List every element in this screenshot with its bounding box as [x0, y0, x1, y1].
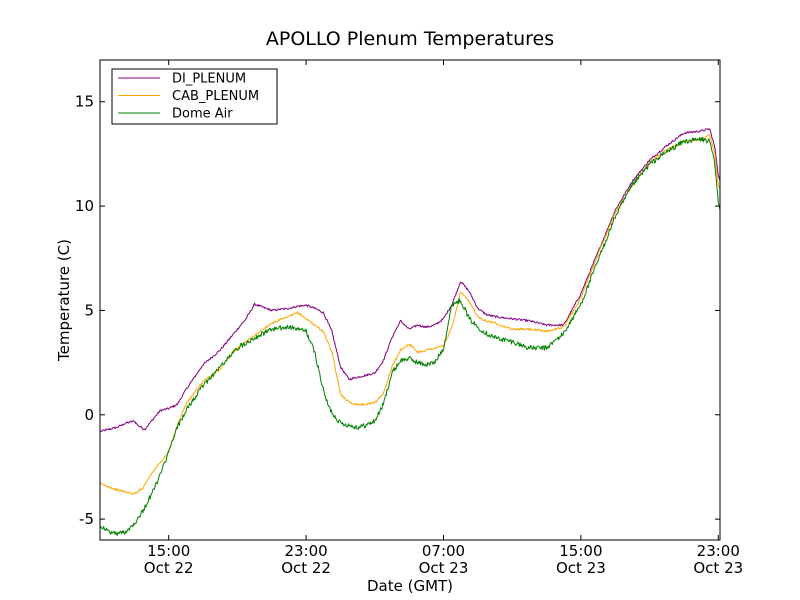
- plot-frame: [99, 59, 721, 541]
- x-tick-label-time: 23:00: [284, 542, 327, 560]
- x-tick-label-date: Oct 23: [419, 559, 469, 577]
- series-line-di-plenum: [99, 128, 721, 433]
- y-tick-label: 0: [84, 406, 94, 424]
- legend: DI_PLENUM CAB_PLENUM Dome Air: [111, 68, 278, 125]
- series-line-dome-air: [99, 137, 721, 537]
- y-tick-label: -5: [79, 510, 94, 528]
- x-tick-label-date: Oct 22: [144, 559, 194, 577]
- chart-title: APOLLO Plenum Temperatures: [266, 28, 554, 50]
- x-tick-label-time: 15:00: [147, 542, 190, 560]
- x-tick-label-date: Oct 23: [556, 559, 606, 577]
- x-tick-label-time: 07:00: [422, 542, 465, 560]
- x-tick-label-date: Oct 22: [281, 559, 331, 577]
- legend-label: CAB_PLENUM: [172, 89, 259, 104]
- x-tick-label-date: Oct 23: [693, 559, 743, 577]
- y-tick-label: 5: [84, 301, 94, 319]
- x-axis-label: Date (GMT): [367, 577, 453, 595]
- y-axis-label: Temperature (C): [55, 239, 73, 362]
- y-tick-label: 15: [75, 93, 94, 111]
- x-tick-label-time: 23:00: [697, 542, 740, 560]
- y-tick-label: 10: [75, 197, 94, 215]
- legend-label: DI_PLENUM: [172, 72, 246, 87]
- legend-label: Dome Air: [172, 107, 233, 122]
- series-layer: [99, 128, 721, 537]
- series-line-cab-plenum: [99, 134, 721, 495]
- x-tick-label-time: 15:00: [559, 542, 602, 560]
